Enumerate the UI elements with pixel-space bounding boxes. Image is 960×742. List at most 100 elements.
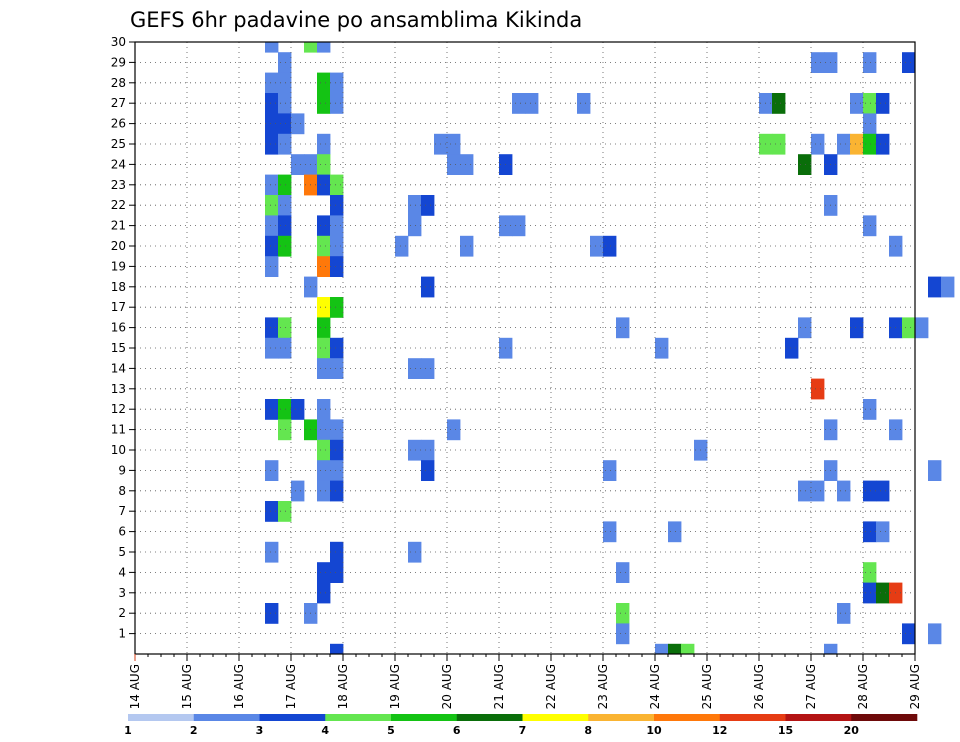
legend-label: 3	[256, 724, 264, 737]
heatmap-cell	[395, 235, 409, 257]
heatmap-cell	[278, 174, 292, 196]
y-tick-label: 8	[118, 484, 126, 498]
heatmap-cell	[265, 337, 279, 359]
y-tick-label: 13	[111, 382, 126, 396]
heatmap-cell	[330, 643, 344, 655]
x-tick-label: 16 AUG	[232, 664, 246, 709]
x-tick-label: 22 AUG	[544, 664, 558, 709]
heatmap-cell	[278, 399, 292, 420]
heatmap-cell	[811, 480, 825, 502]
heatmap-cell	[408, 439, 422, 461]
heatmap-cell	[655, 337, 669, 359]
heatmap-cell	[317, 42, 331, 53]
heatmap-cell	[317, 215, 331, 237]
x-tick-label: 14 AUG	[128, 664, 142, 709]
legend-swatch	[719, 714, 786, 721]
heatmap-cell	[512, 215, 526, 237]
heatmap-cell	[317, 358, 331, 379]
legend-label: 5	[387, 724, 395, 737]
x-tick-label: 28 AUG	[856, 664, 870, 709]
heatmap-cell	[265, 113, 279, 135]
y-tick-label: 20	[111, 239, 126, 253]
heatmap-cell	[863, 562, 877, 583]
heatmap-cell	[447, 133, 461, 155]
heatmap-cell	[850, 317, 864, 339]
x-tick-label: 27 AUG	[804, 664, 818, 709]
heatmap-cell	[278, 235, 292, 257]
heatmap-cell	[902, 52, 916, 73]
heatmap-cell	[460, 235, 474, 257]
legend-label: 1	[124, 724, 132, 737]
heatmap-cell	[330, 256, 344, 277]
legend-label: 10	[646, 724, 662, 737]
heatmap-cell	[317, 174, 331, 196]
heatmap-cell	[265, 42, 279, 53]
legend-swatch	[588, 714, 655, 721]
y-tick-label: 18	[111, 280, 126, 294]
heatmap-cell	[798, 154, 812, 175]
x-tick-label: 20 AUG	[440, 664, 454, 709]
heatmap-cell	[876, 582, 890, 604]
chart-title: GEFS 6hr padavine po ansamblima Kikinda	[130, 8, 582, 32]
heatmap-cell	[902, 623, 916, 645]
x-tick-label: 19 AUG	[388, 664, 402, 709]
heatmap-cell	[265, 133, 279, 155]
heatmap-cell	[798, 480, 812, 502]
y-axis: 1234567891011121314151617181920212223242…	[111, 35, 135, 641]
heatmap-cell	[837, 480, 851, 502]
y-tick-label: 3	[118, 586, 126, 600]
heatmap-cell	[278, 72, 292, 94]
y-tick-label: 15	[111, 341, 126, 355]
heatmap-cell	[863, 480, 877, 502]
legend-swatch	[259, 714, 326, 721]
heatmap-cell	[330, 174, 344, 196]
y-tick-label: 22	[111, 198, 126, 212]
heatmap-cell	[421, 439, 435, 461]
heatmap-cell	[330, 562, 344, 583]
legend-label: 2	[190, 724, 198, 737]
heatmap-cell	[603, 521, 617, 543]
heatmap-cell	[265, 501, 279, 522]
heatmap-cell	[291, 399, 305, 420]
y-tick-label: 16	[111, 321, 126, 335]
heatmap-cell	[876, 480, 890, 502]
x-tick-label: 25 AUG	[700, 664, 714, 709]
legend-label: 12	[712, 724, 727, 737]
y-tick-label: 10	[111, 443, 126, 457]
heatmap-cell	[811, 133, 825, 155]
heatmap-cell	[317, 562, 331, 583]
heatmap-cell	[928, 460, 942, 481]
heatmap-cell	[278, 195, 292, 216]
heatmap-cell	[330, 297, 344, 318]
heatmap-cell	[291, 480, 305, 502]
color-legend: 1 2 3 4 5 6 7 8 10 12 15 20	[124, 714, 918, 737]
y-tick-label: 24	[111, 157, 126, 171]
heatmap-cell	[421, 358, 435, 379]
heatmap-cell	[330, 460, 344, 481]
heatmap-cell	[317, 460, 331, 481]
heatmap-cell	[317, 317, 331, 339]
legend-label: 8	[584, 724, 592, 737]
heatmap-cell	[317, 439, 331, 461]
legend-swatch	[785, 714, 852, 721]
heatmap-cell	[577, 93, 591, 114]
heatmap-cells	[265, 42, 955, 655]
heatmap-cell	[876, 521, 890, 543]
heatmap-cell	[265, 174, 279, 196]
heatmap-cell	[408, 358, 422, 379]
heatmap-cell	[785, 337, 799, 359]
heatmap-cell	[278, 113, 292, 135]
heatmap-cell	[863, 133, 877, 155]
heatmap-cell	[317, 337, 331, 359]
heatmap-cell	[330, 337, 344, 359]
legend-swatch	[193, 714, 260, 721]
y-tick-label: 25	[111, 137, 126, 151]
legend-swatch	[456, 714, 523, 721]
heatmap-cell	[265, 399, 279, 420]
heatmap-cell	[330, 235, 344, 257]
legend-swatch	[851, 714, 918, 721]
heatmap-cell	[616, 317, 630, 339]
x-tick-label: 24 AUG	[648, 664, 662, 709]
heatmap-cell	[863, 521, 877, 543]
y-tick-label: 6	[118, 525, 126, 539]
